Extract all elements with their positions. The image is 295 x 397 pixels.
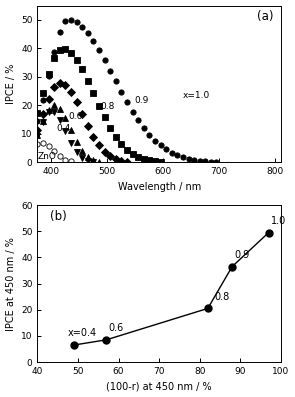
Text: 0.6: 0.6 [109,323,124,333]
Text: 0.9: 0.9 [134,96,149,106]
Text: 0.6: 0.6 [68,112,83,121]
Text: x=1.0: x=1.0 [183,91,210,100]
X-axis label: Wavelength / nm: Wavelength / nm [117,182,201,192]
Y-axis label: IPCE at 450 nm / %: IPCE at 450 nm / % [6,237,16,331]
Text: x=0.4: x=0.4 [68,328,97,339]
X-axis label: (100-r) at 450 nm / %: (100-r) at 450 nm / % [106,382,212,391]
Text: 0.4: 0.4 [56,123,70,133]
Text: 0.9: 0.9 [234,250,250,260]
Text: ZnO: ZnO [38,152,57,161]
Text: 1.0: 1.0 [271,216,286,226]
Y-axis label: IPCE / %: IPCE / % [6,64,16,104]
Text: 0.8: 0.8 [214,292,229,302]
Text: (b): (b) [50,210,66,223]
Text: 0.8: 0.8 [101,102,115,111]
Text: (a): (a) [257,10,273,23]
